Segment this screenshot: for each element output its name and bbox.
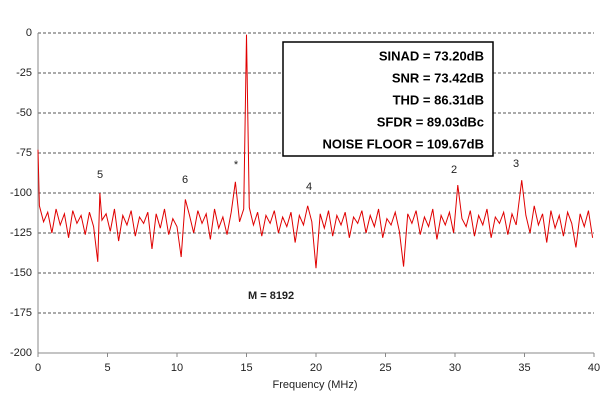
y-tick-label: -75	[16, 147, 32, 159]
harmonic-label: 4	[306, 181, 312, 193]
stat-line: SFDR = 89.03dBc	[377, 114, 484, 129]
x-tick-label: 10	[171, 362, 183, 374]
y-tick-label: 0	[26, 27, 32, 39]
y-tick-label: -125	[10, 227, 32, 239]
y-tick-label: -175	[10, 307, 32, 319]
x-tick-label: 0	[35, 362, 41, 374]
stat-line: SNR = 73.42dB	[392, 70, 484, 85]
harmonic-label: 6	[182, 174, 188, 186]
x-tick-label: 35	[518, 362, 530, 374]
x-tick-label: 40	[588, 362, 600, 374]
x-tick-label: 25	[379, 362, 391, 374]
annotation: M = 8192	[248, 290, 294, 302]
stat-line: NOISE FLOOR = 109.67dB	[323, 136, 484, 151]
harmonic-label: 2	[451, 164, 457, 176]
stat-line: THD = 86.31dB	[393, 92, 484, 107]
y-tick-label: -50	[16, 107, 32, 119]
x-axis-label: Frequency (MHz)	[273, 379, 358, 391]
x-tick-label: 30	[449, 362, 461, 374]
x-tick-label: 5	[104, 362, 110, 374]
harmonic-label: *	[234, 159, 239, 171]
x-tick-label: 15	[240, 362, 252, 374]
y-tick-label: -100	[10, 187, 32, 199]
stat-line: SINAD = 73.20dB	[379, 48, 484, 63]
y-tick-label: -150	[10, 267, 32, 279]
y-tick-label: -200	[10, 347, 32, 359]
y-tick-label: -25	[16, 67, 32, 79]
harmonic-label: 3	[513, 158, 519, 170]
spectrum-line	[37, 34, 594, 269]
x-tick-label: 20	[310, 362, 322, 374]
stats-box	[282, 41, 494, 157]
harmonic-label: 5	[97, 169, 103, 181]
